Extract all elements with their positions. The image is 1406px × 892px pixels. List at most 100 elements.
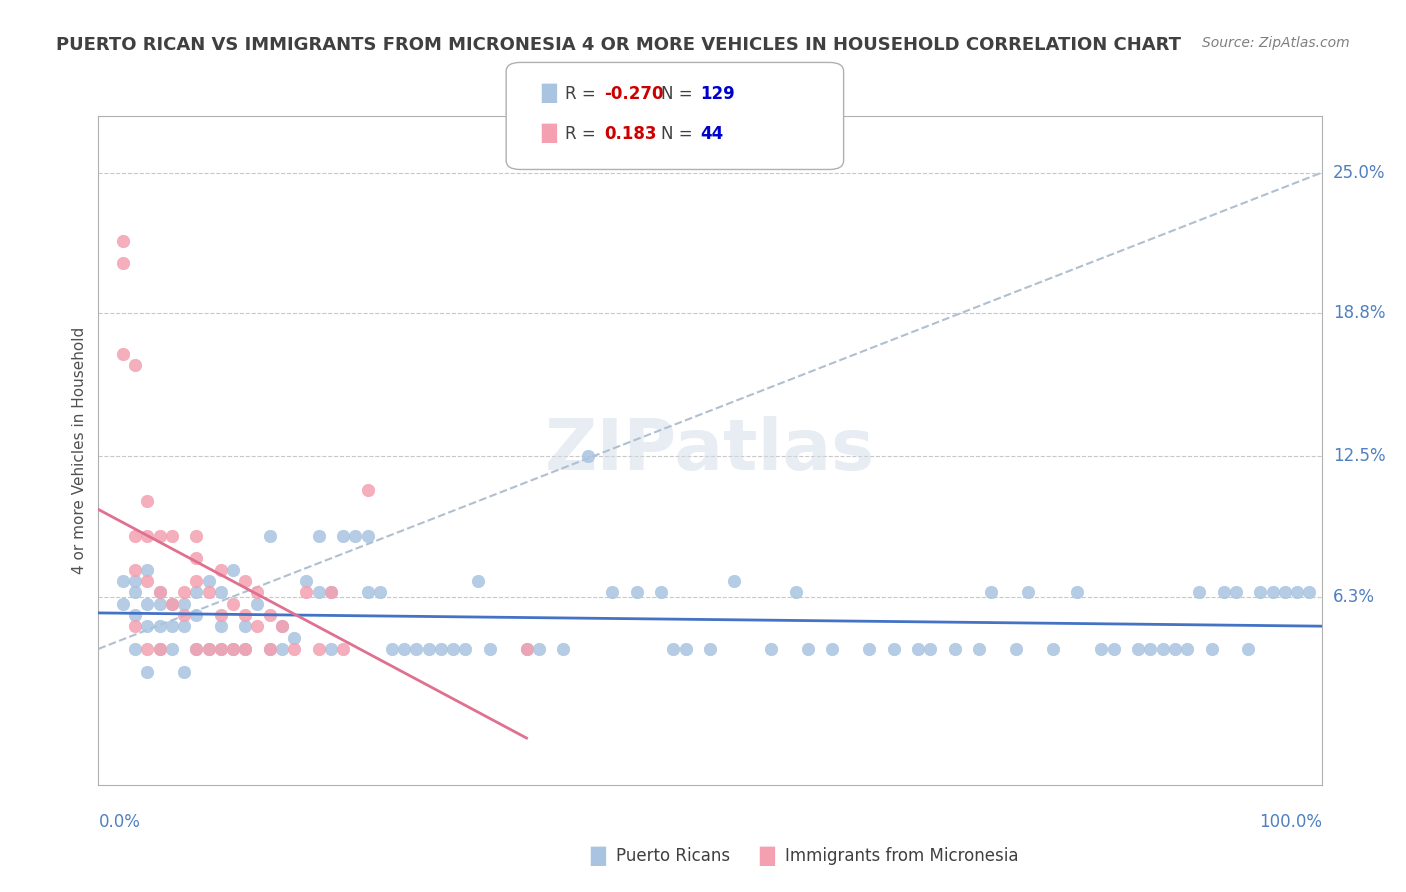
Point	[160, 597, 183, 611]
Point	[222, 641, 245, 656]
Point	[418, 641, 440, 656]
Point	[111, 347, 134, 361]
Point	[160, 641, 183, 656]
Point	[967, 641, 990, 656]
Point	[1152, 641, 1174, 656]
Point	[173, 597, 195, 611]
Point	[186, 585, 208, 599]
Point	[344, 528, 367, 542]
Text: █: █	[591, 847, 606, 866]
Point	[136, 619, 159, 633]
Point	[197, 641, 219, 656]
Text: PUERTO RICAN VS IMMIGRANTS FROM MICRONESIA 4 OR MORE VEHICLES IN HOUSEHOLD CORRE: PUERTO RICAN VS IMMIGRANTS FROM MICRONES…	[56, 36, 1181, 54]
Point	[576, 449, 599, 463]
Point	[209, 562, 232, 576]
Text: 0.183: 0.183	[605, 125, 657, 143]
Point	[319, 585, 342, 599]
Point	[308, 585, 330, 599]
Point	[149, 597, 172, 611]
Point	[1090, 641, 1112, 656]
Text: 6.3%: 6.3%	[1333, 588, 1375, 606]
Y-axis label: 4 or more Vehicles in Household: 4 or more Vehicles in Household	[72, 326, 87, 574]
Point	[233, 641, 256, 656]
Text: 18.8%: 18.8%	[1333, 304, 1385, 322]
Point	[319, 585, 342, 599]
Point	[246, 619, 269, 633]
Point	[209, 641, 232, 656]
Point	[821, 641, 844, 656]
Point	[186, 607, 208, 622]
Point	[943, 641, 966, 656]
Point	[246, 585, 269, 599]
Point	[124, 574, 146, 588]
Point	[1286, 585, 1309, 599]
Point	[149, 641, 172, 656]
Text: N =: N =	[661, 125, 697, 143]
Text: ZIPatlas: ZIPatlas	[546, 416, 875, 485]
Point	[124, 607, 146, 622]
Point	[662, 641, 685, 656]
Point	[136, 528, 159, 542]
Point	[111, 256, 134, 270]
Point	[699, 641, 721, 656]
Point	[920, 641, 942, 656]
Point	[186, 574, 208, 588]
Point	[283, 641, 305, 656]
Point	[392, 641, 416, 656]
Point	[797, 641, 820, 656]
Point	[1298, 585, 1320, 599]
Point	[222, 562, 245, 576]
Text: Puerto Ricans: Puerto Ricans	[616, 847, 730, 865]
Point	[405, 641, 427, 656]
Point	[136, 665, 159, 679]
Point	[1128, 641, 1150, 656]
Point	[1261, 585, 1284, 599]
Point	[173, 585, 195, 599]
Point	[160, 619, 183, 633]
Text: 100.0%: 100.0%	[1258, 813, 1322, 830]
Point	[1004, 641, 1026, 656]
Point	[332, 528, 354, 542]
Point	[209, 607, 232, 622]
Text: Source: ZipAtlas.com: Source: ZipAtlas.com	[1202, 36, 1350, 50]
Point	[1188, 585, 1211, 599]
Point	[1212, 585, 1234, 599]
Point	[197, 585, 219, 599]
Text: N =: N =	[661, 85, 697, 103]
Point	[332, 641, 354, 656]
Point	[197, 574, 219, 588]
Point	[222, 641, 245, 656]
Point	[136, 562, 159, 576]
Point	[186, 551, 208, 566]
Point	[980, 585, 1002, 599]
Point	[124, 641, 146, 656]
Point	[124, 359, 146, 373]
Text: 12.5%: 12.5%	[1333, 447, 1385, 465]
Point	[111, 574, 134, 588]
Point	[1201, 641, 1223, 656]
Point	[858, 641, 880, 656]
Point	[308, 528, 330, 542]
Point	[1225, 585, 1247, 599]
Point	[478, 641, 501, 656]
Point	[186, 641, 208, 656]
Point	[149, 585, 172, 599]
Text: 44: 44	[700, 125, 724, 143]
Point	[233, 641, 256, 656]
Point	[197, 641, 219, 656]
Point	[454, 641, 477, 656]
Point	[515, 641, 537, 656]
Point	[1139, 641, 1161, 656]
Point	[259, 528, 281, 542]
Point	[149, 585, 172, 599]
Point	[222, 597, 245, 611]
Point	[553, 641, 575, 656]
Text: R =: R =	[565, 85, 602, 103]
Point	[467, 574, 489, 588]
Point	[136, 574, 159, 588]
Point	[675, 641, 697, 656]
Point	[1066, 585, 1088, 599]
Point	[907, 641, 929, 656]
Point	[356, 528, 378, 542]
Point	[270, 619, 294, 633]
